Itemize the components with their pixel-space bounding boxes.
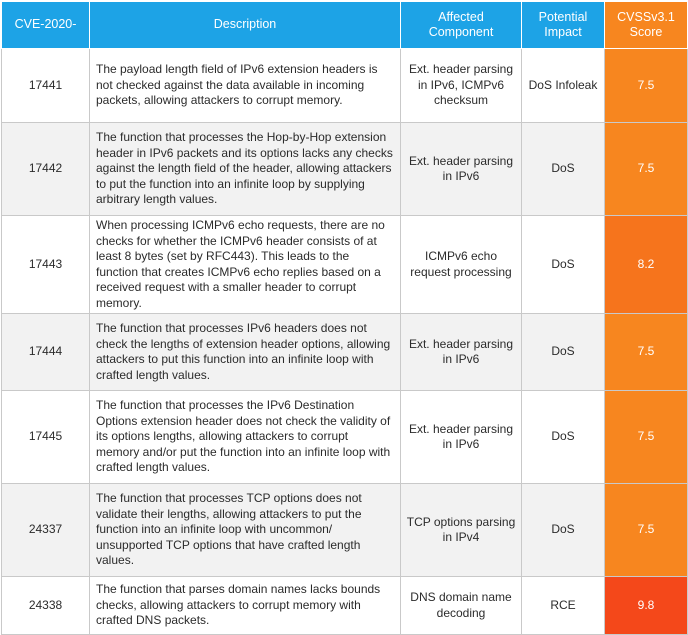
cve-id: 24337: [1, 483, 90, 577]
header-potential-impact: Potential Impact: [521, 1, 605, 49]
description: The function that processes the Hop-by-H…: [89, 122, 401, 216]
table-row: 17444 The function that processes IPv6 h…: [1, 313, 688, 391]
table-row: 17442 The function that processes the Ho…: [1, 122, 688, 216]
potential-impact: DoS: [521, 215, 605, 314]
table-row: 24337 The function that processes TCP op…: [1, 483, 688, 577]
cve-id: 17443: [1, 215, 90, 314]
cve-id: 24338: [1, 576, 90, 635]
header-row: CVE-2020- Description Affected Component…: [1, 1, 688, 49]
cvss-score: 7.5: [604, 48, 688, 123]
description: When processing ICMPv6 echo requests, th…: [89, 215, 401, 314]
header-cve: CVE-2020-: [1, 1, 90, 49]
cvss-score: 7.5: [604, 122, 688, 216]
affected-component: Ext. header parsing in IPv6: [400, 313, 522, 391]
cvss-score: 7.5: [604, 313, 688, 391]
cvss-score: 7.5: [604, 390, 688, 484]
affected-component: TCP options parsing in IPv4: [400, 483, 522, 577]
cve-id: 17445: [1, 390, 90, 484]
cve-id: 17444: [1, 313, 90, 391]
description: The function that processes TCP options …: [89, 483, 401, 577]
table-row: 17443 When processing ICMPv6 echo reques…: [1, 215, 688, 314]
potential-impact: DoS: [521, 390, 605, 484]
cvss-score: 9.8: [604, 576, 688, 635]
cvss-score: 7.5: [604, 483, 688, 577]
potential-impact: RCE: [521, 576, 605, 635]
description: The function that processes IPv6 headers…: [89, 313, 401, 391]
cve-id: 17441: [1, 48, 90, 123]
potential-impact: DoS: [521, 313, 605, 391]
header-cvss-score: CVSSv3.1 Score: [604, 1, 688, 49]
affected-component: ICMPv6 echo request processing: [400, 215, 522, 314]
description: The function that processes the IPv6 Des…: [89, 390, 401, 484]
table-row: 17441 The payload length field of IPv6 e…: [1, 48, 688, 123]
affected-component: Ext. header parsing in IPv6, ICMPv6 chec…: [400, 48, 522, 123]
cve-id: 17442: [1, 122, 90, 216]
description: The function that parses domain names la…: [89, 576, 401, 635]
potential-impact: DoS Infoleak: [521, 48, 605, 123]
table-row: 17445 The function that processes the IP…: [1, 390, 688, 484]
affected-component: Ext. header parsing in IPv6: [400, 390, 522, 484]
potential-impact: DoS: [521, 483, 605, 577]
table-row: 24338 The function that parses domain na…: [1, 576, 688, 635]
description: The payload length field of IPv6 extensi…: [89, 48, 401, 123]
cvss-score: 8.2: [604, 215, 688, 314]
affected-component: Ext. header parsing in IPv6: [400, 122, 522, 216]
potential-impact: DoS: [521, 122, 605, 216]
header-description: Description: [89, 1, 401, 49]
affected-component: DNS domain name decoding: [400, 576, 522, 635]
header-affected-component: Affected Component: [400, 1, 522, 49]
